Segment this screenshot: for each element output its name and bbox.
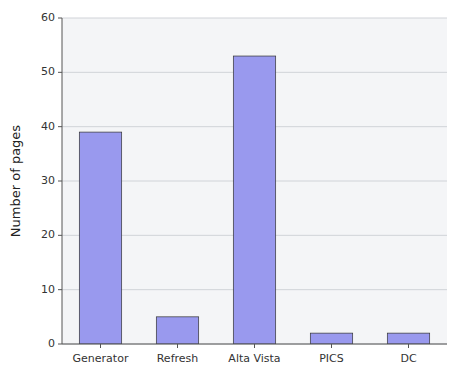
bar: [156, 317, 198, 344]
plot-background: [62, 18, 447, 344]
chart-svg: 0 10 20 30 40 50 60 Generator Refresh Alta Vista P…: [0, 0, 463, 390]
x-tick: [100, 344, 101, 348]
y-tick: [58, 235, 62, 236]
x-tick: [408, 344, 409, 348]
x-tick-label: Refresh: [157, 352, 199, 365]
y-tick-label: 10: [41, 283, 55, 296]
y-tick-label: 40: [41, 120, 55, 133]
grid-line: [62, 18, 447, 19]
y-axis-label: Number of pages: [8, 125, 23, 237]
y-axis-line: [62, 18, 63, 344]
chart-container: 0 10 20 30 40 50 60 Generator Refresh Alta Vista P…: [0, 0, 463, 390]
bars: [79, 56, 429, 344]
y-tick: [58, 289, 62, 290]
y-tick: [58, 72, 62, 73]
y-tick-label: 0: [48, 337, 55, 350]
x-axis: Generator Refresh Alta Vista PICS DC: [62, 344, 447, 365]
x-tick-label: PICS: [319, 352, 344, 365]
x-tick: [177, 344, 178, 348]
x-tick-label: Generator: [73, 352, 129, 365]
bar: [79, 132, 121, 344]
x-tick: [331, 344, 332, 348]
page: {"chart_data": {"type": "bar", "categori…: [0, 0, 463, 390]
y-tick-label: 60: [41, 11, 55, 24]
y-tick-label: 20: [41, 228, 55, 241]
y-tick-label: 50: [41, 65, 55, 78]
x-tick: [254, 344, 255, 348]
y-tick: [58, 18, 62, 19]
y-tick: [58, 344, 62, 345]
y-tick: [58, 181, 62, 182]
bar: [233, 56, 275, 344]
y-axis: 0 10 20 30 40 50 60: [41, 11, 62, 350]
bar: [310, 333, 352, 344]
x-tick-label: Alta Vista: [228, 352, 280, 365]
grid: [62, 18, 447, 344]
x-tick-label: DC: [400, 352, 416, 365]
bar: [387, 333, 429, 344]
y-tick: [58, 126, 62, 127]
y-tick-label: 30: [41, 174, 55, 187]
